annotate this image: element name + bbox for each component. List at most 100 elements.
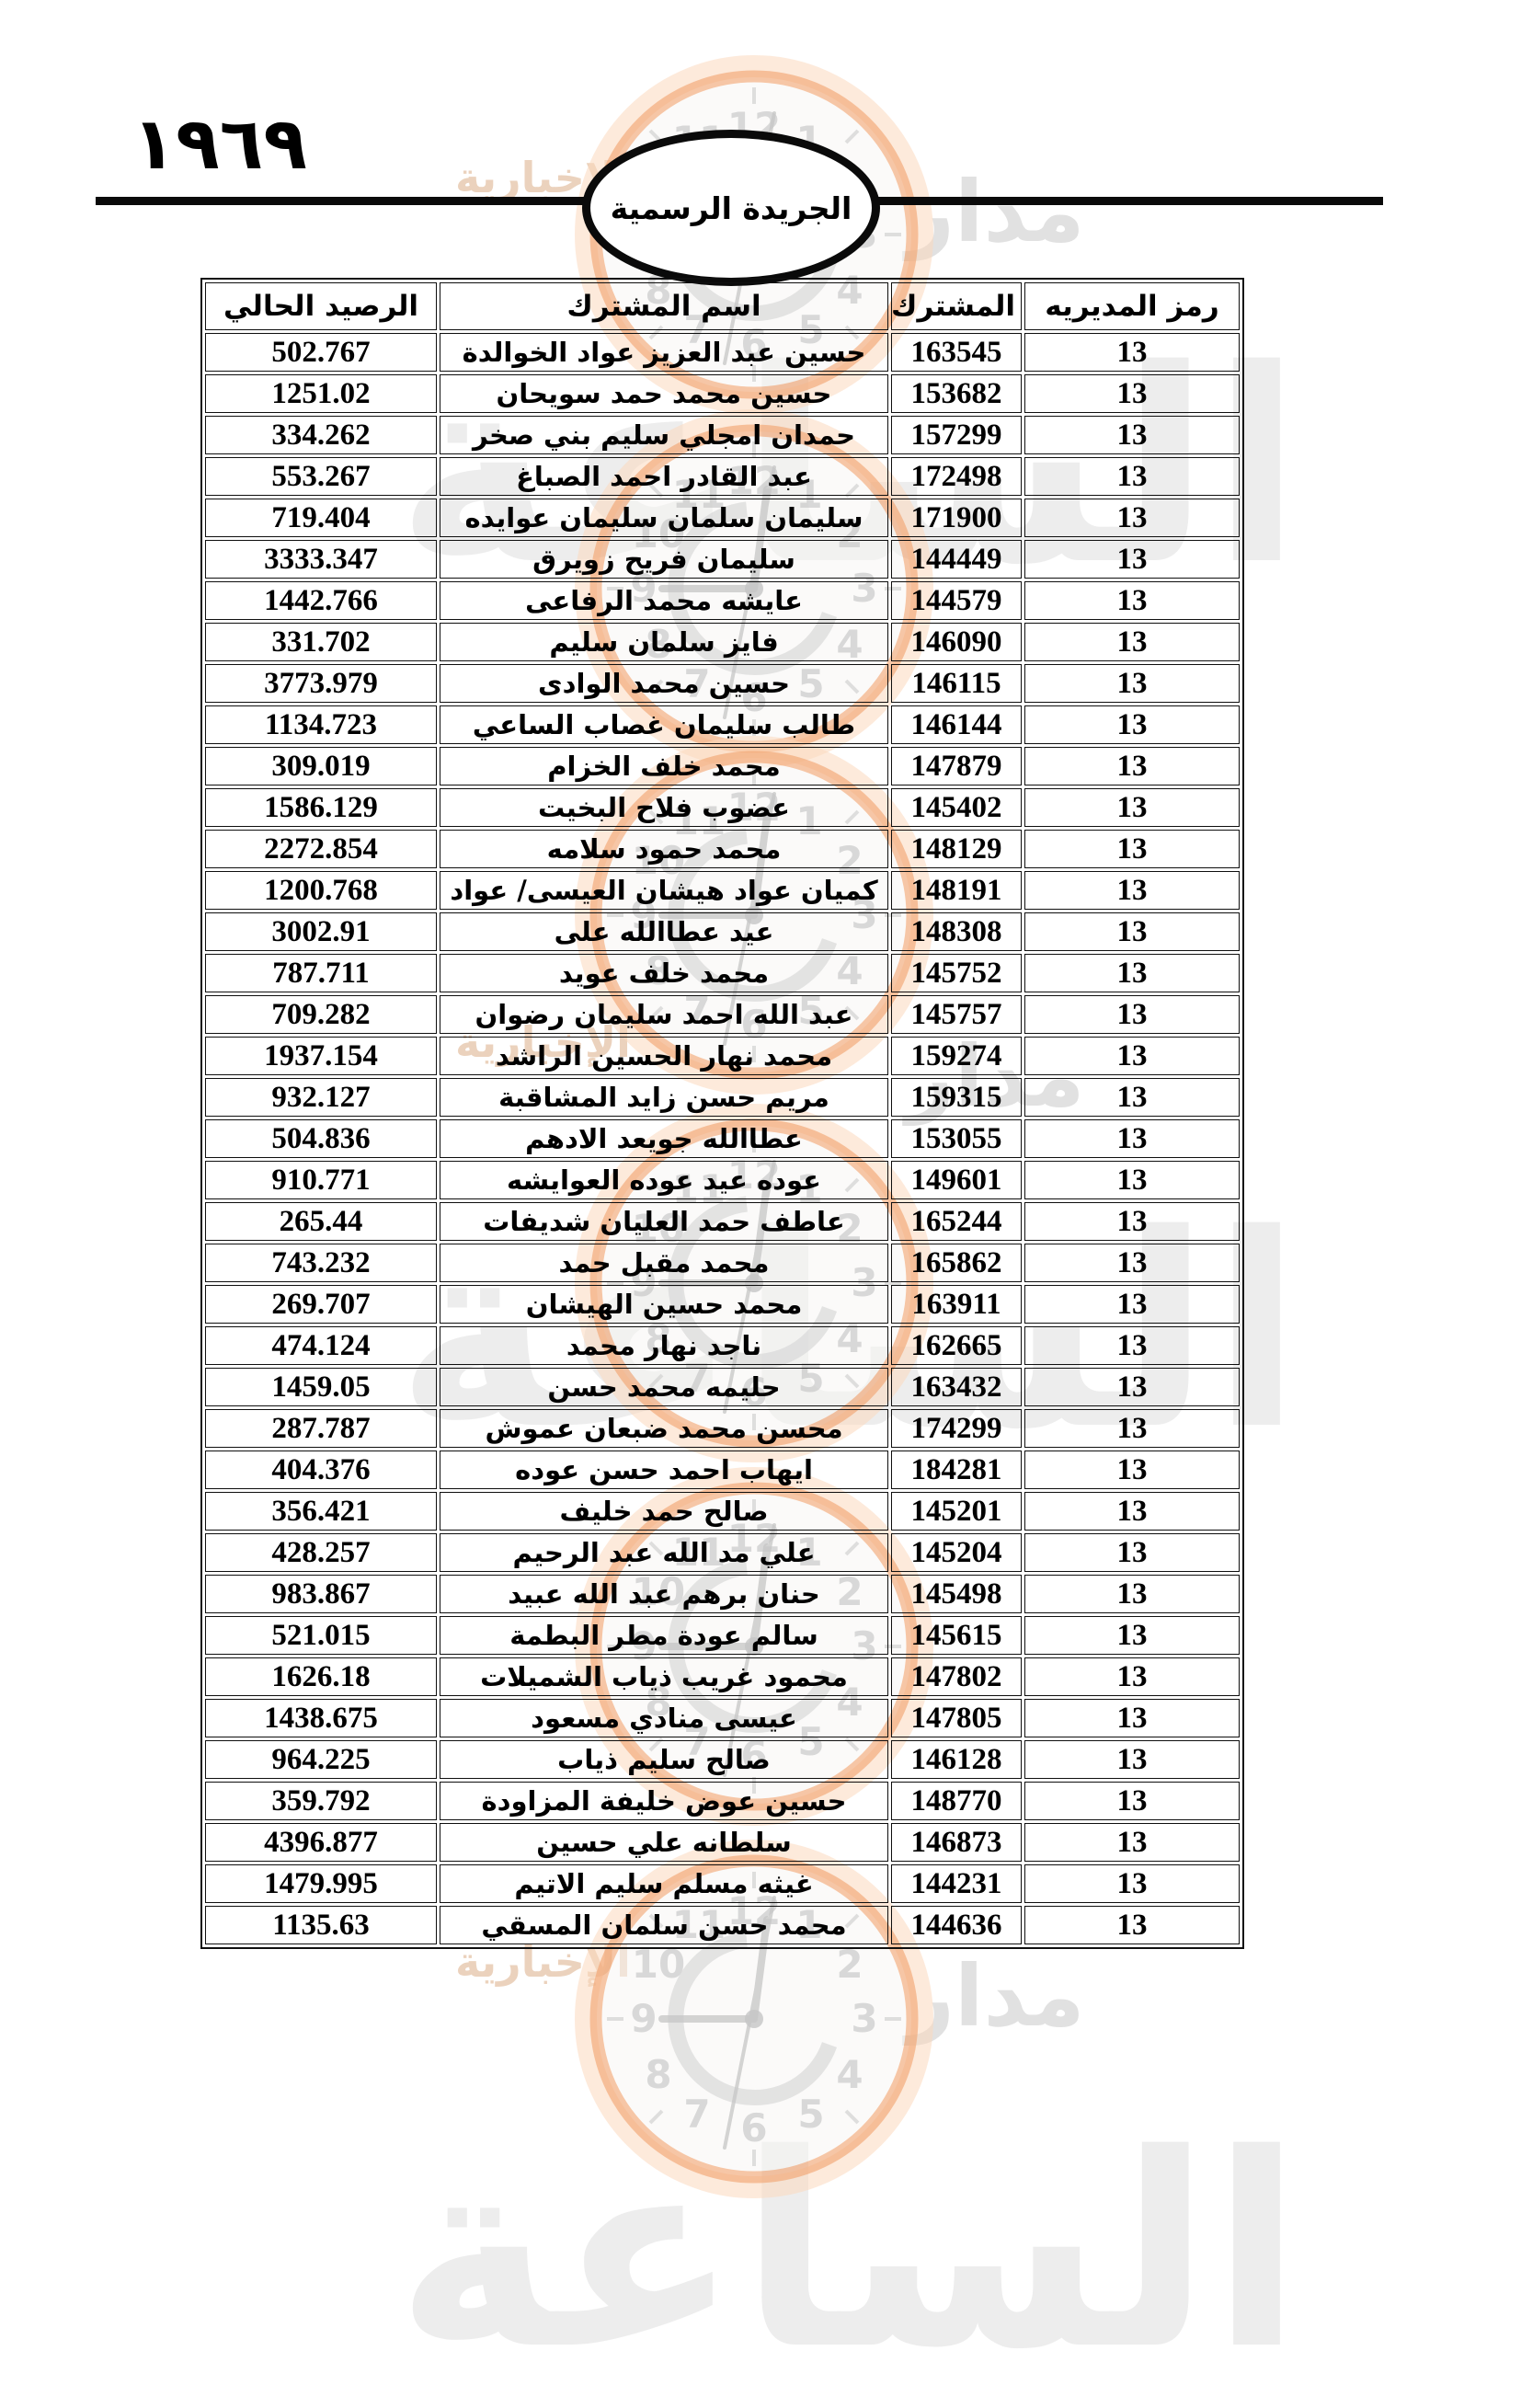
code-cell: 13 [1024, 830, 1240, 868]
code-cell: 13 [1024, 1037, 1240, 1075]
balance-cell: 474.124 [205, 1326, 437, 1365]
table-row: 13 146115 حسين محمد الوادى 3773.979 [205, 664, 1240, 703]
subscriber-cell: 171900 [891, 499, 1022, 537]
code-cell: 13 [1024, 747, 1240, 785]
code-cell: 13 [1024, 457, 1240, 496]
subscriber-cell: 153055 [891, 1119, 1022, 1158]
balance-cell: 359.792 [205, 1782, 437, 1820]
name-cell: محمد حسن سلمان المسقي [440, 1906, 888, 1944]
subscriber-cell: 147802 [891, 1657, 1022, 1696]
name-cell: عيسى منادي مسعود [440, 1699, 888, 1737]
balance-cell: 1251.02 [205, 374, 437, 413]
code-cell: 13 [1024, 1119, 1240, 1158]
table-row: 13 144231 غيثه مسلم سليم الاتيم 1479.995 [205, 1864, 1240, 1903]
code-cell: 13 [1024, 1451, 1240, 1489]
subscriber-cell: 163432 [891, 1368, 1022, 1406]
subscriber-cell: 184281 [891, 1451, 1022, 1489]
balance-cell: 404.376 [205, 1451, 437, 1489]
balance-cell: 1479.995 [205, 1864, 437, 1903]
subscriber-cell: 145615 [891, 1616, 1022, 1655]
table-row: 13 146144 طالب سليمان غصاب الساعي 1134.723 [205, 705, 1240, 744]
code-cell: 13 [1024, 1202, 1240, 1241]
subscriber-cell: 174299 [891, 1409, 1022, 1448]
table-row: 13 153682 حسين محمد حمد سويحان 1251.02 [205, 374, 1240, 413]
table-row: 13 163545 حسين عبد العزيز عواد الخوالدة 502… [205, 333, 1240, 372]
table-row: 13 148191 كميان عواد هيشان العيسى/ عواد 120… [205, 871, 1240, 910]
code-cell: 13 [1024, 664, 1240, 703]
table-row: 13 148129 محمد حمود سلامه 2272.854 [205, 830, 1240, 868]
subscriber-cell: 145402 [891, 788, 1022, 827]
subscriber-cell: 144579 [891, 581, 1022, 620]
table-row: 13 147879 محمد خلف الخزام 309.019 [205, 747, 1240, 785]
name-cell: محسن محمد ضبعان عموش [440, 1409, 888, 1448]
balance-cell: 265.44 [205, 1202, 437, 1241]
code-cell: 13 [1024, 1368, 1240, 1406]
code-cell: 13 [1024, 705, 1240, 744]
code-cell: 13 [1024, 871, 1240, 910]
name-cell: مريم حسن زايد المشاقبة [440, 1078, 888, 1117]
name-cell: محمد خلف الخزام [440, 747, 888, 785]
subscriber-cell: 147879 [891, 747, 1022, 785]
code-cell: 13 [1024, 1740, 1240, 1779]
subscriber-cell: 165862 [891, 1244, 1022, 1282]
balance-cell: 1134.723 [205, 705, 437, 744]
name-cell: صالح حمد خليف [440, 1492, 888, 1531]
code-cell: 13 [1024, 1409, 1240, 1448]
subscriber-cell: 146128 [891, 1740, 1022, 1779]
balance-cell: 1442.766 [205, 581, 437, 620]
code-cell: 13 [1024, 1823, 1240, 1862]
watermark-brand-alsaa: الساعة [395, 2098, 1303, 2408]
code-cell: 13 [1024, 1161, 1240, 1199]
balance-cell: 983.867 [205, 1575, 437, 1613]
table-body: 13 163545 حسين عبد العزيز عواد الخوالدة 502… [205, 333, 1240, 1944]
code-cell: 13 [1024, 540, 1240, 579]
name-cell: محمد خلف عويد [440, 954, 888, 992]
table-row: 13 145757 عبد الله احمد سليمان رضوان 709.28… [205, 995, 1240, 1034]
subscriber-cell: 144231 [891, 1864, 1022, 1903]
balance-cell: 964.225 [205, 1740, 437, 1779]
table-row: 13 147802 محمود غريب ذياب الشميلات 1626.18 [205, 1657, 1240, 1696]
table-row: 13 165244 عاطف حمد العليان شديفات 265.44 [205, 1202, 1240, 1241]
code-cell: 13 [1024, 1492, 1240, 1531]
name-cell: ناجد نهار محمد [440, 1326, 888, 1365]
code-cell: 13 [1024, 1657, 1240, 1696]
subscriber-cell: 145498 [891, 1575, 1022, 1613]
code-cell: 13 [1024, 1575, 1240, 1613]
code-cell: 13 [1024, 1906, 1240, 1944]
name-cell: حمدان امجلي سليم بني صخر [440, 416, 888, 454]
balance-cell: 269.707 [205, 1285, 437, 1324]
balance-cell: 719.404 [205, 499, 437, 537]
subscriber-cell: 145752 [891, 954, 1022, 992]
code-cell: 13 [1024, 1078, 1240, 1117]
balance-cell: 910.771 [205, 1161, 437, 1199]
balance-cell: 504.836 [205, 1119, 437, 1158]
table-row: 13 153055 عطاالله جويعد الادهم 504.836 [205, 1119, 1240, 1158]
code-cell: 13 [1024, 1616, 1240, 1655]
subscriber-cell: 146090 [891, 623, 1022, 661]
balance-cell: 2272.854 [205, 830, 437, 868]
code-cell: 13 [1024, 1533, 1240, 1572]
table-row: 13 159274 محمد نهار الحسين الراشد 1937.154 [205, 1037, 1240, 1075]
name-cell: عوده عيد عوده العوايشه [440, 1161, 888, 1199]
header-current-balance: الرصيد الحالي [205, 282, 437, 330]
balance-cell: 787.711 [205, 954, 437, 992]
table-row: 13 148308 عيد عطاالله على 3002.91 [205, 912, 1240, 951]
subscriber-cell: 148191 [891, 871, 1022, 910]
table-row: 13 148770 حسين عوض خليفة المزاودة 359.792 [205, 1782, 1240, 1820]
name-cell: عيد عطاالله على [440, 912, 888, 951]
code-cell: 13 [1024, 581, 1240, 620]
balance-cell: 356.421 [205, 1492, 437, 1531]
table-row: 13 144579 عايشه محمد الرفاعى 1442.766 [205, 581, 1240, 620]
balance-cell: 709.282 [205, 995, 437, 1034]
gazette-banner-label: الجريدة الرسمية [610, 189, 852, 226]
table-row: 13 184281 ايهاب احمد حسن عوده 404.376 [205, 1451, 1240, 1489]
header-directorate-code: رمز المديريه [1024, 282, 1240, 330]
name-cell: عبد القادر احمد الصباغ [440, 457, 888, 496]
table-row: 13 165862 محمد مقبل حمد 743.232 [205, 1244, 1240, 1282]
name-cell: حليمه محمد حسن [440, 1368, 888, 1406]
code-cell: 13 [1024, 1285, 1240, 1324]
subscriber-cell: 165244 [891, 1202, 1022, 1241]
name-cell: كميان عواد هيشان العيسى/ عواد [440, 871, 888, 910]
balance-cell: 932.127 [205, 1078, 437, 1117]
subscriber-cell: 145757 [891, 995, 1022, 1034]
